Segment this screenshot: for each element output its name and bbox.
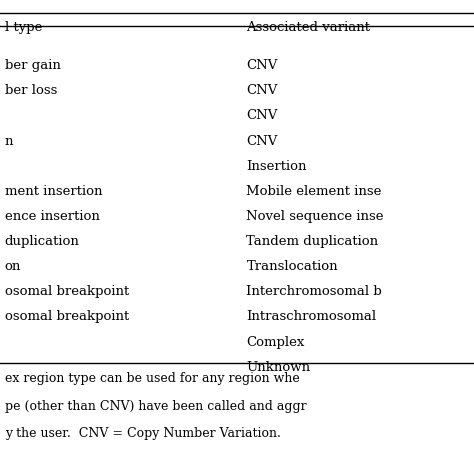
Text: CNV: CNV xyxy=(246,109,278,122)
Text: Insertion: Insertion xyxy=(246,160,307,173)
Text: l type: l type xyxy=(5,21,42,34)
Text: y the user.  CNV = Copy Number Variation.: y the user. CNV = Copy Number Variation. xyxy=(5,427,281,440)
Text: Translocation: Translocation xyxy=(246,260,338,273)
Text: pe (other than CNV) have been called and aggr: pe (other than CNV) have been called and… xyxy=(5,400,306,412)
Text: osomal breakpoint: osomal breakpoint xyxy=(5,310,129,323)
Text: osomal breakpoint: osomal breakpoint xyxy=(5,285,129,298)
Text: ber loss: ber loss xyxy=(5,84,57,97)
Text: Novel sequence inse: Novel sequence inse xyxy=(246,210,384,223)
Text: Interchromosomal b: Interchromosomal b xyxy=(246,285,382,298)
Text: Tandem duplication: Tandem duplication xyxy=(246,235,379,248)
Text: n: n xyxy=(5,135,13,147)
Text: Mobile element inse: Mobile element inse xyxy=(246,185,382,198)
Text: CNV: CNV xyxy=(246,135,278,147)
Text: Intraschromosomal: Intraschromosomal xyxy=(246,310,377,323)
Text: ence insertion: ence insertion xyxy=(5,210,100,223)
Text: Associated variant: Associated variant xyxy=(246,21,371,34)
Text: Unknown: Unknown xyxy=(246,361,310,374)
Text: CNV: CNV xyxy=(246,59,278,72)
Text: ber gain: ber gain xyxy=(5,59,61,72)
Text: duplication: duplication xyxy=(5,235,80,248)
Text: Complex: Complex xyxy=(246,336,305,348)
Text: ex region type can be used for any region whe: ex region type can be used for any regio… xyxy=(5,372,300,385)
Text: on: on xyxy=(5,260,21,273)
Text: CNV: CNV xyxy=(246,84,278,97)
Text: ment insertion: ment insertion xyxy=(5,185,102,198)
